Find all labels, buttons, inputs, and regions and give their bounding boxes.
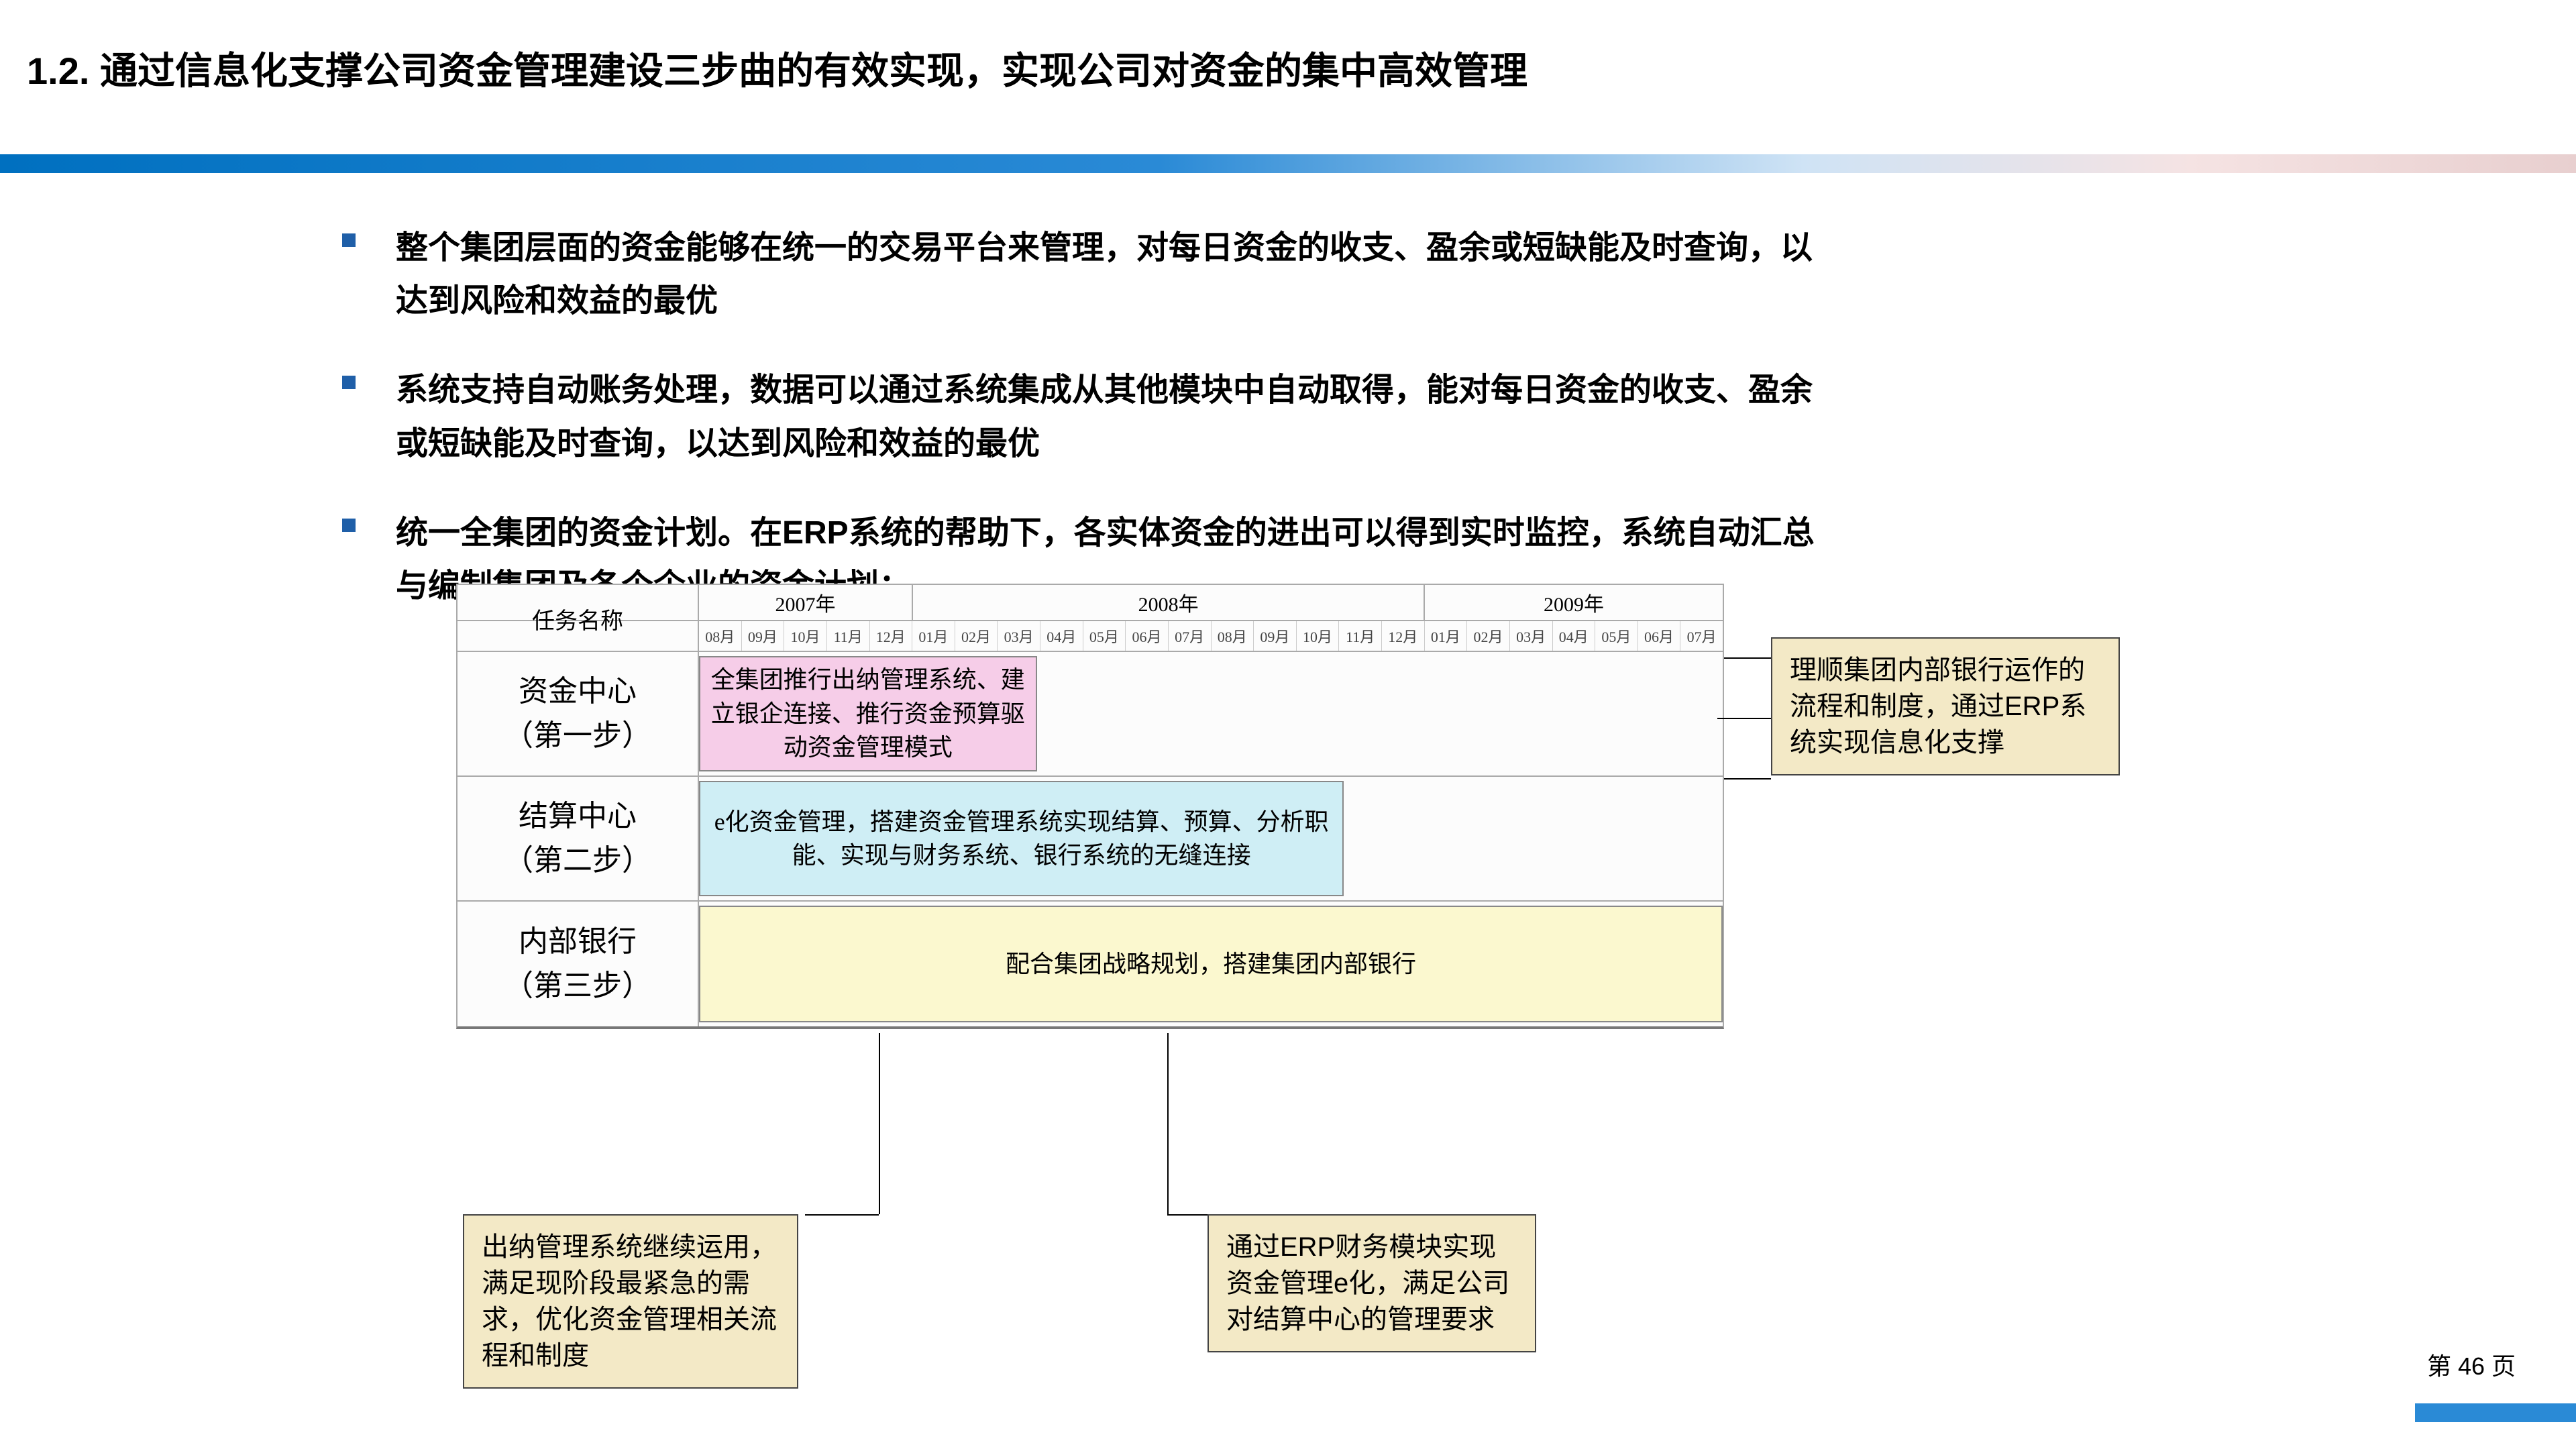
- gantt-month: 09月: [742, 621, 785, 651]
- callout-connector: [1724, 778, 1771, 780]
- callout-connector: [1167, 1033, 1169, 1214]
- gantt-year: 2007年: [699, 585, 913, 620]
- slide: 1.2. 通过信息化支撑公司资金管理建设三步曲的有效实现，实现公司对资金的集中高…: [0, 0, 2576, 1449]
- gantt-months-row: 08月09月10月11月12月01月02月03月04月05月06月07月08月0…: [699, 621, 1723, 651]
- callout-connector: [1167, 1214, 1208, 1216]
- gantt-row: 资金中心 （第一步） 全集团推行出纳管理系统、建立银企连接、推行资金预算驱动资金…: [458, 652, 1723, 777]
- gantt-month: 06月: [1638, 621, 1681, 651]
- gantt-header-years: 任务名称 2007年 2008年 2009年: [458, 585, 1723, 620]
- page-number: 第 46 页: [2427, 1347, 2516, 1382]
- gantt-month: 10月: [1297, 621, 1340, 651]
- gantt-row-label-2: （第二步）: [504, 839, 651, 883]
- gantt-bar: 配合集团战略规划，搭建集团内部银行: [699, 906, 1723, 1022]
- gantt-month: 08月: [699, 621, 742, 651]
- gantt-month: 09月: [1254, 621, 1297, 651]
- bullet-square-icon: [342, 233, 356, 247]
- bottom-accent-bar: [2415, 1403, 2576, 1422]
- gantt-track: 全集团推行出纳管理系统、建立银企连接、推行资金预算驱动资金管理模式: [699, 652, 1723, 775]
- gantt-row-label: 结算中心 （第二步）: [458, 777, 699, 900]
- gantt-row-label: 资金中心 （第一步）: [458, 652, 699, 775]
- gantt-bar-text: 配合集团战略规划，搭建集团内部银行: [1006, 947, 1416, 981]
- callout-connector: [879, 1033, 880, 1214]
- gantt-bar-text: 全集团推行出纳管理系统、建立银企连接、推行资金预算驱动资金管理模式: [710, 663, 1026, 764]
- gantt-month: 01月: [912, 621, 955, 651]
- gantt-month: 05月: [1595, 621, 1638, 651]
- callout-bottom-right: 通过ERP财务模块实现资金管理e化，满足公司对结算中心的管理要求: [1208, 1214, 1536, 1352]
- gantt-row-label-2: （第三步）: [504, 964, 651, 1008]
- page-title: 1.2. 通过信息化支撑公司资金管理建设三步曲的有效实现，实现公司对资金的集中高…: [27, 47, 1527, 96]
- gantt-month: 03月: [1510, 621, 1553, 651]
- gantt-row: 内部银行 （第三步） 配合集团战略规划，搭建集团内部银行: [458, 902, 1723, 1026]
- gantt-month-spacer: [458, 621, 699, 651]
- gantt-bar: 全集团推行出纳管理系统、建立银企连接、推行资金预算驱动资金管理模式: [699, 656, 1037, 771]
- gantt-track: e化资金管理，搭建资金管理系统实现结算、预算、分析职能、实现与财务系统、银行系统…: [699, 777, 1723, 900]
- gantt-bar-text: e化资金管理，搭建资金管理系统实现结算、预算、分析职能、实现与财务系统、银行系统…: [710, 805, 1333, 873]
- gantt-year: 2009年: [1425, 585, 1723, 620]
- gantt-row-label-2: （第一步）: [504, 714, 651, 758]
- gantt-month: 01月: [1425, 621, 1468, 651]
- gantt-month: 04月: [1040, 621, 1083, 651]
- callout-connector: [805, 1214, 879, 1216]
- gantt-month: 06月: [1126, 621, 1169, 651]
- gantt-header-months: 08月09月10月11月12月01月02月03月04月05月06月07月08月0…: [458, 620, 1723, 652]
- gantt-chart: 任务名称 2007年 2008年 2009年 08月09月10月11月12月01…: [456, 584, 1724, 1029]
- bullet-square-icon: [342, 519, 356, 532]
- callout-connector: [1717, 718, 1771, 719]
- bullet-square-icon: [342, 376, 356, 389]
- gantt-month: 03月: [998, 621, 1040, 651]
- gantt-month: 07月: [1680, 621, 1723, 651]
- gantt-month: 04月: [1553, 621, 1596, 651]
- gantt-row-label-1: 结算中心: [519, 794, 637, 839]
- bullet-item: 整个集团层面的资金能够在统一的交易平台来管理，对每日资金的收支、盈余或短缺能及时…: [342, 221, 1818, 327]
- callout-right: 理顺集团内部银行运作的流程和制度，通过ERP系统实现信息化支撑: [1771, 637, 2120, 775]
- callout-bottom-left: 出纳管理系统继续运用，满足现阶段最紧急的需求，优化资金管理相关流程和制度: [463, 1214, 798, 1389]
- gantt-month: 02月: [1467, 621, 1510, 651]
- gantt-month: 11月: [827, 621, 870, 651]
- gantt-month: 07月: [1169, 621, 1212, 651]
- title-underline-bar: [0, 154, 2576, 173]
- bullet-text: 整个集团层面的资金能够在统一的交易平台来管理，对每日资金的收支、盈余或短缺能及时…: [396, 221, 1818, 327]
- gantt-row-label-1: 资金中心: [519, 669, 637, 714]
- gantt-bar: e化资金管理，搭建资金管理系统实现结算、预算、分析职能、实现与财务系统、银行系统…: [699, 781, 1344, 896]
- callout-connector: [1724, 657, 1771, 659]
- gantt-month: 11月: [1339, 621, 1382, 651]
- gantt-year: 2008年: [913, 585, 1425, 620]
- gantt-month: 02月: [955, 621, 998, 651]
- gantt-month: 05月: [1083, 621, 1126, 651]
- gantt-month: 12月: [1382, 621, 1425, 651]
- gantt-month: 08月: [1212, 621, 1254, 651]
- gantt-month: 10月: [784, 621, 827, 651]
- bullet-item: 系统支持自动账务处理，数据可以通过系统集成从其他模块中自动取得，能对每日资金的收…: [342, 364, 1818, 470]
- gantt-row: 结算中心 （第二步） e化资金管理，搭建资金管理系统实现结算、预算、分析职能、实…: [458, 777, 1723, 902]
- bullet-text: 系统支持自动账务处理，数据可以通过系统集成从其他模块中自动取得，能对每日资金的收…: [396, 364, 1818, 470]
- gantt-row-label-1: 内部银行: [519, 920, 637, 964]
- gantt-month: 12月: [870, 621, 913, 651]
- gantt-track: 配合集团战略规划，搭建集团内部银行: [699, 902, 1723, 1026]
- gantt-row-label: 内部银行 （第三步）: [458, 902, 699, 1026]
